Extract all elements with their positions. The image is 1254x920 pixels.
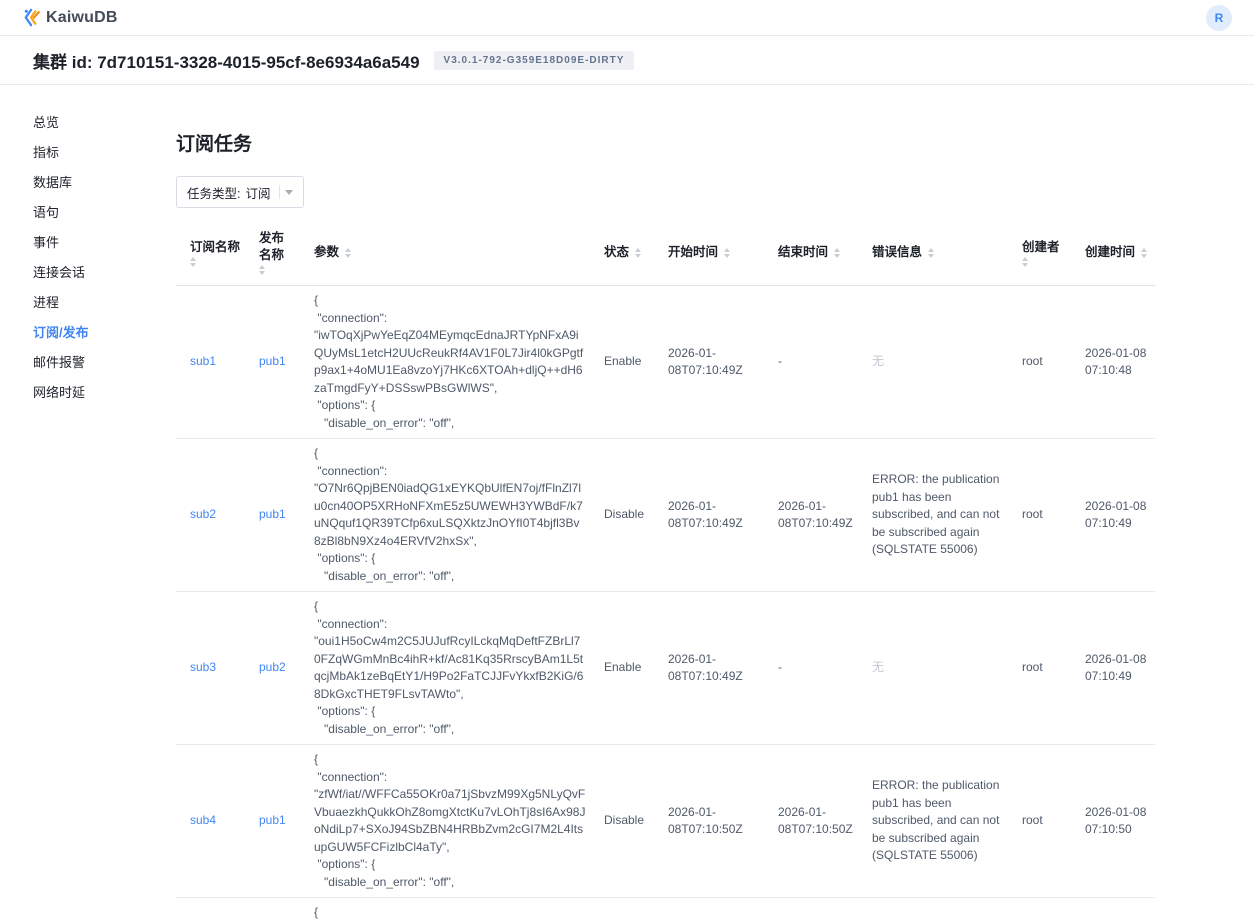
start-time-value: 2026-01-08T07:10:49Z xyxy=(654,591,764,745)
creator-value: root xyxy=(1008,285,1071,439)
status-value: Disable xyxy=(590,438,654,592)
subscription-tasks-table: 订阅名称 发布名称 参数 状态 开始时间 结束时间 错误信息 创建者 创建时间 … xyxy=(176,220,1155,920)
kaiwudb-logo-icon xyxy=(22,7,43,28)
table-row: sub1 pub1 { "connection": "iwTOqXjPwYeEq… xyxy=(176,285,1155,439)
start-time-value: 2026-01-09T02:30:04Z xyxy=(654,897,764,920)
error-message: ERROR: the publication pub1 has been sub… xyxy=(858,438,1008,592)
table-row: sub2 pub1 { "connection": "O7Nr6QpjBEN0i… xyxy=(176,438,1155,592)
sort-carets-icon[interactable] xyxy=(259,265,265,275)
main-content: 订阅任务 任务类型: 订阅 订阅名称 发布名称 参数 状态 开始时间 结束时间 xyxy=(176,85,1254,920)
params-json: { "connection": "O7Nr6QpjBEN0iadQG1xEYKQ… xyxy=(300,438,590,592)
sort-carets-icon[interactable] xyxy=(190,256,196,267)
status-value: Disable xyxy=(590,897,654,920)
end-time-value: 2026-01-08T07:10:49Z xyxy=(764,438,858,592)
end-time-value: 2026-01-09T02:30:04Z xyxy=(764,897,858,920)
status-value: Enable xyxy=(590,285,654,439)
subscription-name-link[interactable]: sub2 xyxy=(190,507,217,522)
sort-carets-icon[interactable] xyxy=(345,247,352,258)
create-time-value: 2026-01-08 07:10:50 xyxy=(1071,744,1155,898)
publication-name-link[interactable]: pub2 xyxy=(259,660,286,675)
end-time-value: - xyxy=(764,285,858,439)
sidebar-item-processes[interactable]: 进程 xyxy=(33,295,60,310)
publication-name-link[interactable]: pub1 xyxy=(259,813,286,828)
subscription-name-link[interactable]: sub1 xyxy=(190,354,217,369)
table-header-row: 订阅名称 发布名称 参数 状态 开始时间 结束时间 错误信息 创建者 创建时间 xyxy=(176,220,1155,286)
col-pub-name: 发布名称 xyxy=(245,220,300,286)
status-value: Disable xyxy=(590,744,654,898)
cluster-id-title: 集群 id: 7d710151-3328-4015-95cf-8e6934a6a… xyxy=(33,52,420,72)
start-time-value: 2026-01-08T07:10:49Z xyxy=(654,285,764,439)
sidebar-nav: 总览 指标 数据库 语句 事件 连接会话 进程 订阅/发布 邮件报警 网络时延 xyxy=(0,85,176,920)
user-avatar[interactable]: R xyxy=(1206,4,1232,31)
sidebar-item-sessions[interactable]: 连接会话 xyxy=(33,265,86,280)
create-time-value: 2026-01-09 02:30:04 xyxy=(1071,897,1155,920)
params-json: { "connection": "zfWf/iat//WFFCa55OKr0a7… xyxy=(300,744,590,898)
version-badge: V3.0.1-792-G359E18D09E-DIRTY xyxy=(433,50,635,70)
sidebar-item-pub-sub[interactable]: 订阅/发布 xyxy=(33,325,89,340)
creator-value: root xyxy=(1008,897,1071,920)
sort-carets-icon[interactable] xyxy=(834,247,841,258)
logo-text: KaiwuDB xyxy=(46,8,118,26)
col-create-time: 创建时间 xyxy=(1071,220,1155,286)
sidebar-item-email-alerts[interactable]: 邮件报警 xyxy=(33,355,86,370)
params-json: { "connection": "oui1H5oCw4m2C5JUJufRcyI… xyxy=(300,591,590,745)
task-type-label: 任务类型: xyxy=(187,186,241,201)
table-row: sub3 pub2 { "connection": "oui1H5oCw4m2C… xyxy=(176,591,1155,745)
top-bar: KaiwuDB R xyxy=(0,0,1254,36)
col-creator: 创建者 xyxy=(1008,220,1071,286)
params-json: { "connection": "iwTOqXjPwYeEqZ04MEymqcE… xyxy=(300,285,590,439)
creator-value: root xyxy=(1008,744,1071,898)
table-row: sub4 pub1 { "connection": "zfWf/iat//WFF… xyxy=(176,744,1155,898)
sidebar-item-events[interactable]: 事件 xyxy=(33,235,60,250)
sidebar-item-metrics[interactable]: 指标 xyxy=(33,145,60,160)
task-type-value: 订阅 xyxy=(245,186,271,201)
error-message: ERROR: the publication pub1 has been sub… xyxy=(858,744,1008,898)
caret-down-icon xyxy=(285,189,293,195)
col-sub-name: 订阅名称 xyxy=(176,220,245,286)
publication-name-link[interactable]: pub1 xyxy=(259,507,286,522)
error-message: ERROR: the publication pub2 has been sub… xyxy=(858,897,1008,920)
start-time-value: 2026-01-08T07:10:49Z xyxy=(654,438,764,592)
sort-carets-icon[interactable] xyxy=(1022,256,1028,267)
sidebar-item-overview[interactable]: 总览 xyxy=(33,115,60,130)
cluster-header: 集群 id: 7d710151-3328-4015-95cf-8e6934a6a… xyxy=(0,36,1254,85)
create-time-value: 2026-01-08 07:10:48 xyxy=(1071,285,1155,439)
sort-carets-icon[interactable] xyxy=(1141,247,1148,258)
params-json: { "connection": "9MggRpo0cLqvjY1wKuB5wEM… xyxy=(300,897,590,920)
col-status: 状态 xyxy=(590,220,654,286)
page-title: 订阅任务 xyxy=(176,134,253,155)
col-start-time: 开始时间 xyxy=(654,220,764,286)
subscription-name-link[interactable]: sub4 xyxy=(190,813,217,828)
sort-carets-icon[interactable] xyxy=(928,247,935,258)
subscription-name-link[interactable]: sub3 xyxy=(190,660,217,675)
status-value: Enable xyxy=(590,591,654,745)
kaiwudb-logo[interactable]: KaiwuDB xyxy=(22,7,118,28)
col-end-time: 结束时间 xyxy=(764,220,858,286)
error-message: 无 xyxy=(858,591,1008,745)
table-row: sub6 pub2 { "connection": "9MggRpo0cLqvj… xyxy=(176,897,1155,920)
error-message: 无 xyxy=(858,285,1008,439)
sidebar-item-databases[interactable]: 数据库 xyxy=(33,175,73,190)
sidebar-item-network-latency[interactable]: 网络时延 xyxy=(33,385,86,400)
create-time-value: 2026-01-08 07:10:49 xyxy=(1071,591,1155,745)
col-params: 参数 xyxy=(300,220,590,286)
end-time-value: - xyxy=(764,591,858,745)
creator-value: root xyxy=(1008,438,1071,592)
col-error: 错误信息 xyxy=(858,220,1008,286)
start-time-value: 2026-01-08T07:10:50Z xyxy=(654,744,764,898)
sort-carets-icon[interactable] xyxy=(724,247,731,258)
task-type-select[interactable]: 任务类型: 订阅 xyxy=(176,176,304,208)
select-divider xyxy=(279,185,280,199)
sort-carets-icon[interactable] xyxy=(635,247,642,258)
creator-value: root xyxy=(1008,591,1071,745)
publication-name-link[interactable]: pub1 xyxy=(259,354,286,369)
create-time-value: 2026-01-08 07:10:49 xyxy=(1071,438,1155,592)
sidebar-item-statements[interactable]: 语句 xyxy=(33,205,60,220)
end-time-value: 2026-01-08T07:10:50Z xyxy=(764,744,858,898)
